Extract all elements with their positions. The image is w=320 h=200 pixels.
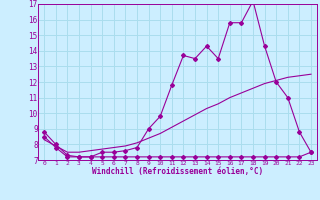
X-axis label: Windchill (Refroidissement éolien,°C): Windchill (Refroidissement éolien,°C) — [92, 167, 263, 176]
